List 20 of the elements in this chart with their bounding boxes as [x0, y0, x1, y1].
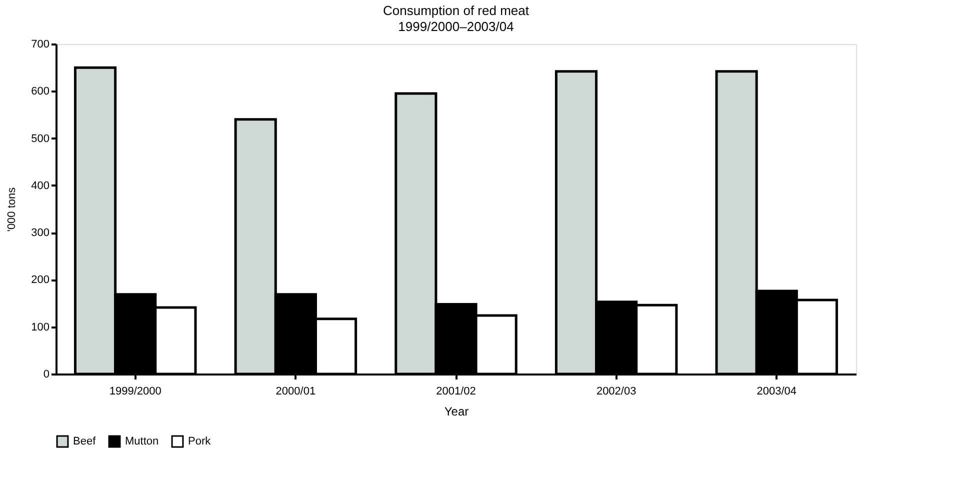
- y-tick-label: 300: [31, 227, 50, 240]
- chart-subtitle: 1999/2000–2003/04: [398, 19, 514, 34]
- legend-label: Beef: [73, 436, 97, 448]
- x-axis-title: Year: [444, 404, 469, 418]
- x-tick-label: 1999/2000: [109, 386, 162, 398]
- y-axis-title: '000 tons: [6, 186, 18, 232]
- y-tick-label: 700: [31, 38, 50, 50]
- y-tick-label: 500: [31, 132, 50, 145]
- y-tick-label: 200: [31, 274, 50, 286]
- x-tick-label: 2002/03: [596, 386, 636, 398]
- y-tick-label: 100: [31, 321, 50, 334]
- y-tick-label: 0: [43, 368, 50, 380]
- legend-label: Pork: [188, 436, 212, 448]
- legend-label: Mutton: [125, 436, 159, 448]
- y-tick-label: 400: [31, 180, 50, 192]
- x-tick-label: 2003/04: [756, 386, 797, 398]
- x-tick-label: 2001/02: [436, 386, 476, 398]
- y-tick-label: 600: [31, 86, 50, 98]
- x-tick-label: 2000/01: [276, 386, 316, 398]
- chart-title: Consumption of red meat: [383, 3, 530, 18]
